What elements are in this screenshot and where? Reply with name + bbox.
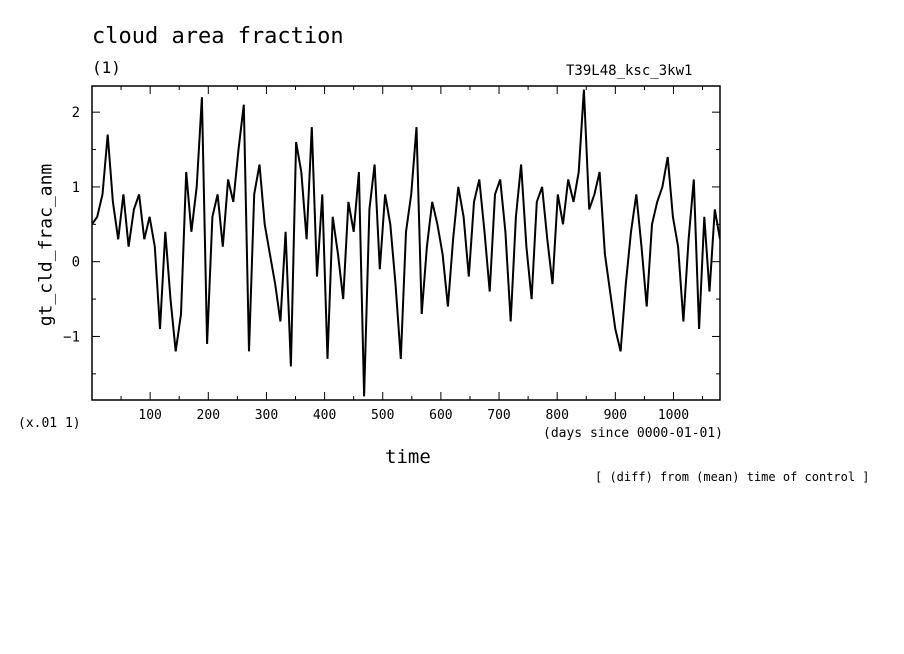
x-tick-label: 200 — [197, 408, 220, 423]
x-tick-label: 800 — [545, 408, 568, 423]
x-units: (days since 0000-01-01) — [543, 426, 724, 441]
x-tick-label: 100 — [138, 408, 161, 423]
plot-frame — [91, 85, 721, 401]
x-tick-label: 700 — [487, 408, 510, 423]
footer-note: [ (diff) from (mean) time of control ] — [595, 470, 870, 484]
y-tick-label: 1 — [72, 180, 80, 196]
x-tick-label: 900 — [604, 408, 627, 423]
units-label: (1) — [92, 58, 121, 77]
run-label: T39L48_ksc_3kw1 — [566, 63, 693, 79]
y-tick-label: 2 — [72, 105, 80, 121]
y-scale-note: (x.01 1) — [18, 416, 81, 431]
series-line — [92, 89, 720, 397]
y-tick-label: −1 — [63, 329, 80, 345]
x-tick-label: 600 — [429, 408, 452, 423]
chart-title: cloud area fraction — [92, 24, 344, 49]
x-tick-label: 1000 — [658, 408, 689, 423]
x-tick-label: 400 — [313, 408, 336, 423]
y-tick-label: 0 — [72, 255, 80, 271]
y-axis-label: gt_cld_frac_anm — [35, 163, 57, 327]
x-tick-label: 500 — [371, 408, 394, 423]
x-tick-label: 300 — [255, 408, 278, 423]
x-axis-label: time — [385, 446, 431, 468]
